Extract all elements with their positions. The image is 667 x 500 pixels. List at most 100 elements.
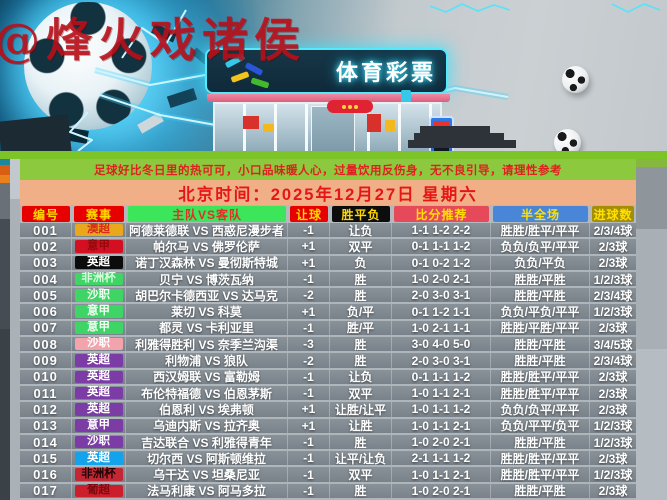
match-table-body: 001 澳超 阿德莱德联 VS 西惑尼漫步者 -1 让负 1-1 1-2 2-2 胜胜/胜平… (20, 223, 636, 500)
cell-goals: 1/2/3球 (593, 272, 633, 287)
cell-win-draw-lose: 胜 (330, 271, 392, 287)
cell-score-recommendation: 2-1 1-1 1-2 (392, 451, 491, 466)
cell-handicap: -1 (288, 483, 330, 499)
cell-handicap: +1 (288, 402, 330, 417)
header-chip: 编号 (22, 206, 70, 222)
cell-win-draw-lose: 胜 (330, 353, 392, 368)
league-badge: 澳超 (74, 224, 123, 237)
cell-score-recommendation: 2-0 3-0 3-1 (392, 353, 491, 368)
notice-banner: 足球好比冬日里的热可可，小口品味暖人心，过量饮用反伤身，无不良引导，请理性参考 (20, 159, 636, 180)
cell-goals: 1/2/3球 (593, 305, 633, 319)
cell-win-draw-lose: 让负 (330, 223, 392, 238)
hero-banner: 体育彩票 @烽火戏诸侯 (0, 0, 667, 151)
cell-match-id: 003 (20, 255, 72, 270)
cell-win-draw-lose: 负 (330, 255, 392, 270)
cell-score-recommendation: 1-0 2-0 2-1 (392, 271, 491, 287)
cell-goals: 2/3/4球 (593, 223, 633, 238)
cell-half-full: 胜胜/平胜 (491, 353, 590, 368)
cell-score-recommendation: 0-1 1-1 1-2 (392, 239, 491, 254)
soccer-ball-graphic (24, 2, 152, 130)
header-cell: 胜平负 (330, 205, 392, 223)
watermark-text: @烽火戏诸侯 (0, 13, 306, 67)
cell-handicap: +1 (288, 418, 330, 433)
cell-goals: 1/2/3球 (593, 468, 633, 482)
league-badge: 沙职 (74, 436, 123, 449)
cell-score-recommendation: 1-1 1-2 2-2 (392, 223, 491, 238)
cell-score-recommendation: 1-0 1-1 2-1 (392, 418, 491, 433)
table-row: 014 沙职 吉达联合 VS 利雅得青年 -1 胜 1-0 2-0 2-1 胜胜/平胜 1/2… (20, 434, 636, 452)
league-badge: 意甲 (74, 240, 123, 253)
cell-win-draw-lose: 胜 (330, 288, 392, 303)
cell-teams: 莱切 VS 科莫 (126, 304, 288, 319)
cell-match-id: 014 (20, 434, 72, 450)
table-row: 016 非洲杯 乌干达 VS 坦桑尼亚 -1 双平 1-0 1-1 2-1 胜胜/胜平/平平… (20, 467, 636, 484)
cell-teams: 诺丁汉森林 VS 曼彻斯特城 (126, 255, 288, 270)
lottery-store-graphic: 体育彩票 (205, 42, 454, 151)
cell-handicap: -1 (288, 385, 330, 401)
window-poster (243, 116, 259, 129)
cell-handicap: -1 (288, 467, 330, 482)
window-poster (385, 120, 395, 132)
cell-teams: 布伦特福德 VS 伯恩茅斯 (126, 385, 288, 401)
cell-score-recommendation: 1-0 1-1 2-1 (392, 385, 491, 401)
table-row: 005 沙职 胡巴尔卡德西亚 VS 达马克 -2 胜 2-0 3-0 3-1 胜胜/平胜 2/… (20, 288, 636, 305)
cell-match-id: 013 (20, 418, 72, 433)
cell-half-full: 胜胜/胜平/平平 (491, 467, 590, 482)
cell-handicap: -1 (288, 451, 330, 466)
table-header-row: 编号 赛事 主队VS客队 让球 胜平负 比分推荐 半全场 进球数 (20, 205, 636, 223)
cell-teams: 胡巴尔卡德西亚 VS 达马克 (126, 288, 288, 303)
cell-teams: 利物浦 VS 狼队 (126, 353, 288, 368)
cell-league: 英超 (72, 369, 126, 384)
cell-match-id: 004 (20, 271, 72, 287)
cell-league: 非洲杯 (72, 467, 126, 482)
cell-goals: 2/3球 (598, 402, 628, 417)
header-chip: 让球 (290, 206, 328, 222)
cell-half-full: 胜胜/平胜 (491, 288, 590, 303)
league-badge: 英超 (74, 452, 123, 465)
header-chip: 胜平负 (332, 206, 390, 222)
table-row: 008 沙职 利雅得胜利 VS 奈季兰沟渠 -3 胜 3-0 4-0 5-0 胜胜/平胜 3/… (20, 337, 636, 354)
cell-half-full: 胜胜/胜平/平平 (491, 369, 590, 384)
header-cell: 进球数 (590, 205, 636, 223)
cell-teams: 都灵 VS 卡利亚里 (126, 320, 288, 336)
right-edge-decoration (636, 159, 667, 500)
cell-half-full: 胜胜/平胜/平平 (491, 320, 590, 336)
cell-teams: 吉达联合 VS 利雅得青年 (126, 434, 288, 450)
league-badge: 意甲 (74, 305, 123, 318)
table-row: 015 英超 切尔西 VS 阿斯顿维拉 -1 让平/让负 2-1 1-1 1-2 胜胜/胜平… (20, 451, 636, 468)
cell-goals: 1/2/3球 (593, 419, 633, 433)
window-poster (263, 124, 274, 132)
cell-goals: 1/2/3球 (593, 435, 633, 450)
cell-league: 沙职 (72, 434, 126, 450)
cell-league: 英超 (72, 353, 126, 368)
cell-score-recommendation: 2-0 3-0 3-1 (392, 288, 491, 303)
sign-stripe (207, 94, 450, 102)
cell-half-full: 胜胜/胜平/平平 (491, 223, 590, 238)
cell-handicap: -1 (288, 223, 330, 238)
cell-teams: 西汉姆联 VS 富勒姆 (126, 369, 288, 384)
header-chip: 比分推荐 (394, 206, 489, 222)
cell-goals: 3/4/5球 (593, 337, 633, 352)
cell-win-draw-lose: 让胜/让平 (330, 402, 392, 417)
cell-teams: 贝宁 VS 博茨瓦纳 (126, 271, 288, 287)
cell-goals: 2/3球 (598, 239, 628, 254)
cell-score-recommendation: 3-0 4-0 5-0 (392, 337, 491, 352)
cell-match-id: 006 (20, 304, 72, 319)
window-poster (367, 114, 381, 132)
table-row: 003 英超 诺丁汉森林 VS 曼彻斯特城 +1 负 0-1 0-2 1-2 负负/平负 2/… (20, 255, 636, 272)
cell-score-recommendation: 1-0 1-1 1-2 (392, 402, 491, 417)
cell-win-draw-lose: 让胜 (330, 418, 392, 433)
league-badge: 意甲 (74, 419, 123, 432)
cell-score-recommendation: 0-1 0-2 1-2 (392, 255, 491, 270)
cell-league: 沙职 (72, 288, 126, 303)
cell-half-full: 胜胜/平胜 (491, 337, 590, 352)
cell-handicap: -1 (288, 320, 330, 336)
header-chip: 半全场 (493, 206, 588, 222)
cell-handicap: -2 (288, 288, 330, 303)
cell-half-full: 负负/平负 (491, 255, 590, 270)
cell-handicap: -1 (288, 271, 330, 287)
cell-win-draw-lose: 双平 (330, 239, 392, 254)
cell-goals: 2/3球 (598, 370, 628, 384)
header-chip: 主队VS客队 (128, 206, 286, 222)
small-soccer-ball (554, 129, 581, 151)
